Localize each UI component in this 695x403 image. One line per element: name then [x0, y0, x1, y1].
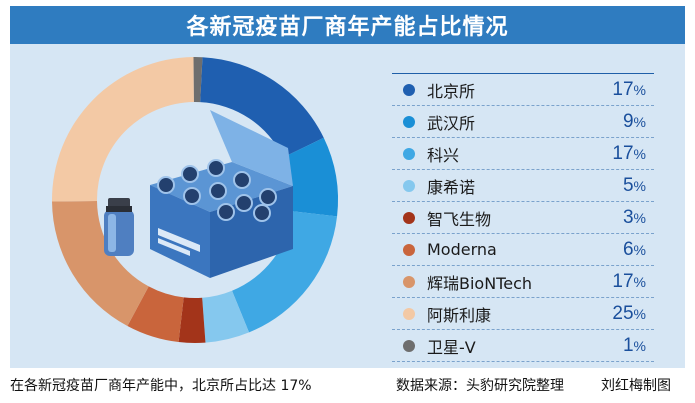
chart-caption: 在各新冠疫苗厂商年产能中，北京所占比达 17% — [10, 378, 312, 394]
legend-swatch — [403, 211, 415, 224]
legend-row: 康希诺 5% — [392, 170, 654, 202]
donut-slice — [52, 201, 149, 327]
legend-value: 9% — [622, 110, 646, 132]
author-credit: 刘红梅制图 — [601, 378, 671, 394]
donut-slice — [127, 286, 184, 343]
legend-swatch — [403, 115, 415, 128]
legend-swatch — [403, 179, 415, 192]
legend-label: 科兴 — [427, 145, 460, 165]
donut-slice — [200, 57, 324, 158]
chart-title: 各新冠疫苗厂商年产能占比情况 — [10, 6, 685, 44]
chart-legend: 北京所 17% 武汉所 9% 科兴 17% 康希诺 5% 智飞生物 3% Moderna 6… — [392, 73, 654, 362]
legend-row: 卫星-V 1% — [392, 330, 654, 362]
data-source: 数据来源：头豹研究院整理 — [396, 378, 564, 394]
legend-swatch — [403, 243, 415, 256]
legend-label: 北京所 — [427, 81, 476, 101]
legend-label: 智飞生物 — [427, 209, 492, 229]
legend-label: 阿斯利康 — [427, 305, 492, 325]
legend-value: 25% — [612, 302, 646, 324]
legend-label: Moderna — [427, 240, 497, 259]
legend-label: 康希诺 — [427, 177, 476, 197]
legend-label: 武汉所 — [427, 113, 476, 133]
legend-value: 17% — [612, 142, 646, 164]
legend-value: 17% — [612, 270, 646, 292]
vaccine-box-illustration — [150, 110, 293, 278]
legend-row: 阿斯利康 25% — [392, 298, 654, 330]
donut-slice — [283, 137, 338, 217]
legend-value: 6% — [622, 238, 646, 260]
legend-row: 北京所 17% — [392, 74, 654, 106]
donut-slice — [202, 290, 250, 343]
legend-label: 辉瑞BioNTech — [427, 273, 533, 293]
legend-row: 辉瑞BioNTech 17% — [392, 266, 654, 298]
legend-swatch — [403, 83, 415, 96]
legend-swatch — [403, 307, 415, 320]
legend-swatch — [403, 147, 415, 160]
legend-row: 智飞生物 3% — [392, 202, 654, 234]
legend-value: 3% — [622, 206, 646, 228]
legend-value: 17% — [612, 78, 646, 100]
legend-label: 卫星-V — [427, 337, 476, 357]
legend-value: 5% — [622, 174, 646, 196]
legend-row: 科兴 17% — [392, 138, 654, 170]
donut-slice — [232, 211, 338, 333]
legend-row: Moderna 6% — [392, 234, 654, 266]
donut-slice — [51, 57, 194, 202]
legend-swatch — [403, 275, 415, 288]
legend-value: 1% — [622, 334, 646, 356]
legend-swatch — [403, 339, 415, 352]
legend-row: 武汉所 9% — [392, 106, 654, 138]
donut-slice — [178, 297, 206, 343]
vaccine-vial-illustration — [104, 198, 134, 256]
donut-slice — [193, 57, 203, 103]
